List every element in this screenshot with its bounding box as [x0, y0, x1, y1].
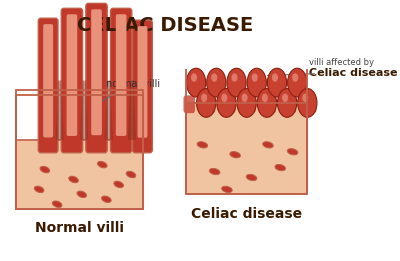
Ellipse shape — [34, 186, 44, 193]
Ellipse shape — [186, 68, 206, 97]
Ellipse shape — [287, 149, 298, 155]
Ellipse shape — [40, 166, 50, 173]
Ellipse shape — [298, 88, 317, 117]
FancyBboxPatch shape — [204, 95, 215, 113]
Ellipse shape — [102, 196, 111, 203]
FancyBboxPatch shape — [43, 24, 53, 138]
FancyBboxPatch shape — [133, 20, 152, 153]
Ellipse shape — [197, 142, 208, 148]
Polygon shape — [105, 81, 113, 140]
Ellipse shape — [98, 161, 107, 168]
Ellipse shape — [252, 73, 258, 82]
Text: Celiac disease: Celiac disease — [309, 68, 398, 78]
Ellipse shape — [227, 68, 246, 97]
FancyBboxPatch shape — [184, 95, 195, 113]
FancyBboxPatch shape — [38, 18, 58, 153]
Ellipse shape — [242, 94, 248, 102]
Text: villi affected by: villi affected by — [309, 58, 374, 67]
Ellipse shape — [217, 88, 236, 117]
Ellipse shape — [263, 142, 273, 148]
FancyBboxPatch shape — [66, 14, 77, 136]
FancyBboxPatch shape — [91, 9, 102, 135]
Text: Celiac disease: Celiac disease — [191, 207, 302, 221]
Ellipse shape — [278, 88, 297, 117]
Ellipse shape — [272, 73, 278, 82]
Text: CELIAC DISEASE: CELIAC DISEASE — [77, 16, 254, 35]
Ellipse shape — [52, 201, 62, 207]
Polygon shape — [56, 81, 64, 140]
Ellipse shape — [257, 88, 276, 117]
FancyBboxPatch shape — [285, 95, 296, 113]
Polygon shape — [16, 140, 143, 209]
Ellipse shape — [232, 73, 238, 82]
FancyBboxPatch shape — [61, 8, 82, 153]
FancyBboxPatch shape — [116, 14, 126, 136]
Ellipse shape — [196, 88, 216, 117]
Ellipse shape — [222, 186, 232, 193]
Ellipse shape — [247, 68, 266, 97]
Ellipse shape — [237, 88, 256, 117]
Ellipse shape — [282, 94, 288, 102]
Polygon shape — [128, 81, 136, 140]
Ellipse shape — [209, 168, 220, 175]
Ellipse shape — [302, 94, 308, 102]
FancyBboxPatch shape — [264, 95, 276, 113]
Ellipse shape — [114, 181, 124, 188]
FancyBboxPatch shape — [224, 95, 236, 113]
Ellipse shape — [288, 68, 307, 97]
Ellipse shape — [221, 94, 228, 102]
FancyBboxPatch shape — [186, 103, 307, 194]
Ellipse shape — [275, 164, 286, 171]
Ellipse shape — [77, 191, 86, 198]
Ellipse shape — [292, 73, 298, 82]
Polygon shape — [80, 81, 88, 140]
Ellipse shape — [207, 68, 226, 97]
FancyBboxPatch shape — [110, 8, 132, 153]
Ellipse shape — [262, 94, 268, 102]
Ellipse shape — [267, 68, 287, 97]
Ellipse shape — [246, 174, 257, 181]
Ellipse shape — [191, 73, 197, 82]
Text: normal villi: normal villi — [96, 79, 160, 104]
FancyBboxPatch shape — [86, 3, 107, 153]
FancyBboxPatch shape — [305, 95, 316, 113]
Ellipse shape — [126, 171, 136, 178]
Ellipse shape — [230, 152, 240, 158]
Ellipse shape — [211, 73, 217, 82]
Ellipse shape — [69, 176, 78, 183]
Ellipse shape — [201, 94, 207, 102]
FancyBboxPatch shape — [244, 95, 256, 113]
FancyBboxPatch shape — [138, 26, 148, 138]
Text: Normal villi: Normal villi — [35, 221, 124, 235]
